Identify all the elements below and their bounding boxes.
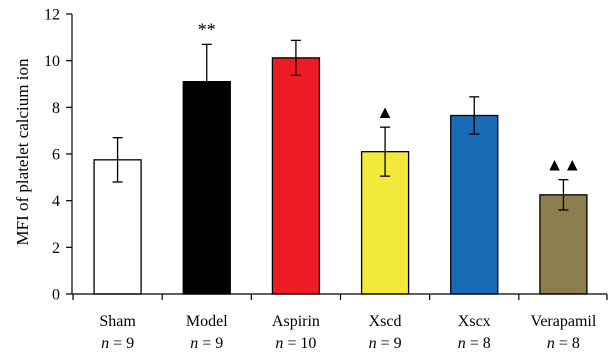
x-tick-label: Aspirin — [272, 313, 320, 330]
x-tick-label: Verapamil — [531, 313, 597, 330]
sample-size-label: n = 8 — [547, 335, 580, 352]
bar — [271, 57, 321, 295]
y-axis-label: MFI of platelet calcium ion — [13, 58, 32, 245]
significance-mark: ▲ — [376, 102, 394, 122]
sample-size-label: n = 9 — [369, 335, 402, 352]
x-tick-label: Xscd — [369, 313, 402, 330]
y-tick-label: 10 — [44, 53, 60, 70]
bar — [450, 114, 499, 295]
y-tick-label: 8 — [52, 100, 60, 117]
x-tick-label: Xscx — [458, 313, 491, 330]
x-axis: Sham n = 9 Model n = 9 Aspirin n = 10 Xscd n = … — [72, 293, 608, 352]
y-tick-label: 4 — [52, 193, 60, 210]
y-tick-label: 0 — [52, 287, 60, 304]
x-tick-label: Sham — [99, 313, 136, 330]
significance-mark: ** — [198, 19, 216, 39]
sample-size-label: n = 9 — [190, 335, 223, 352]
y-tick-label: 2 — [52, 240, 60, 257]
y-tick-label: 12 — [44, 7, 60, 24]
sample-size-label: n = 8 — [458, 335, 491, 352]
sample-size-label: n = 9 — [101, 335, 134, 352]
x-tick-label: Model — [186, 313, 228, 330]
y-tick-label: 6 — [52, 147, 60, 164]
y-axis: 0 2 4 6 8 10 12 — [44, 7, 73, 304]
bar — [539, 194, 588, 295]
sample-size-label: n = 10 — [275, 335, 316, 352]
bars: **▲▲▲ — [93, 19, 588, 295]
significance-mark: ▲▲ — [546, 155, 582, 175]
